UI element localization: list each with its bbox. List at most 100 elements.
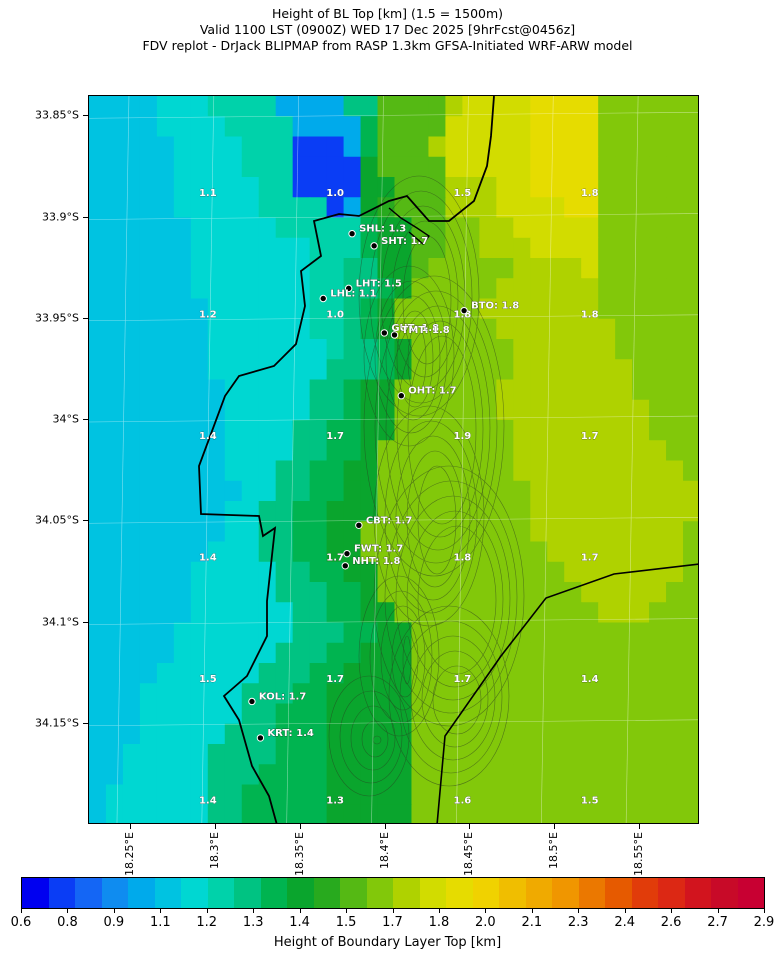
- field-cell: [428, 237, 447, 259]
- site-marker[interactable]: [319, 294, 327, 303]
- site-marker[interactable]: [380, 329, 389, 337]
- field-cell: [666, 804, 684, 823]
- field-cell: [241, 136, 260, 158]
- field-cell: [258, 764, 277, 786]
- field-cell: [683, 764, 698, 786]
- field-cell: [598, 784, 616, 806]
- field-cell: [207, 521, 226, 543]
- field-cell: [326, 521, 345, 543]
- field-cell: [139, 237, 158, 259]
- field-cell: [479, 582, 497, 603]
- field-cell: [224, 622, 243, 644]
- field-cell: [207, 784, 226, 806]
- field-cell: [462, 116, 480, 138]
- field-cell: [139, 602, 158, 624]
- field-cell: [666, 683, 684, 705]
- site-marker[interactable]: [370, 242, 378, 250]
- field-cell: [496, 177, 514, 198]
- field-cell: [105, 723, 124, 745]
- field-cell: [615, 521, 633, 543]
- field-cell: [581, 339, 599, 360]
- field-cell: [547, 96, 565, 117]
- field-cell: [258, 480, 277, 502]
- field-cell: [479, 197, 497, 219]
- field-cell: [479, 440, 497, 462]
- field-cell: [666, 96, 684, 117]
- field-cell: [683, 217, 698, 239]
- field-cell: [343, 96, 362, 117]
- field-cell: [581, 217, 599, 239]
- field-cell: [632, 197, 650, 219]
- contour-line: [374, 280, 448, 434]
- field-cell: [122, 420, 141, 441]
- field-cell: [547, 278, 565, 300]
- field-cell: [666, 116, 684, 138]
- field-cell: [377, 379, 396, 401]
- field-cell: [258, 561, 277, 583]
- field-cell: [598, 663, 616, 684]
- site-marker[interactable]: [355, 521, 363, 529]
- field-cell: [377, 663, 396, 684]
- site-marker[interactable]: [344, 284, 353, 293]
- field-cell: [275, 278, 294, 300]
- field-cell: [105, 177, 124, 198]
- field-cell: [275, 217, 294, 239]
- field-cell: [139, 298, 158, 320]
- site-marker[interactable]: [256, 734, 265, 742]
- field-cell: [241, 561, 260, 583]
- field-cell: [241, 116, 260, 138]
- field-cell: [411, 318, 430, 340]
- field-cell: [598, 602, 616, 624]
- field-cell: [666, 339, 684, 360]
- contour-line: [388, 605, 510, 787]
- field-cell: [326, 663, 345, 684]
- field-cell: [632, 561, 650, 583]
- site-marker[interactable]: [343, 549, 351, 558]
- site-marker[interactable]: [460, 306, 468, 315]
- site-label: KRT: 1.4: [267, 728, 314, 739]
- field-cell: [105, 521, 124, 543]
- field-cell: [173, 784, 192, 806]
- field-cell: [462, 501, 480, 522]
- field-cell: [411, 804, 430, 823]
- field-cell: [496, 703, 514, 725]
- site-marker[interactable]: [397, 392, 405, 400]
- field-cell: [428, 642, 447, 664]
- site-marker[interactable]: [348, 230, 356, 238]
- colorbar-tick: [21, 909, 22, 913]
- site-marker[interactable]: [390, 331, 399, 339]
- field-cell: [241, 177, 260, 198]
- field-cell: [241, 602, 260, 624]
- field-cell: [275, 642, 294, 664]
- grid-value-label: 1.0: [326, 310, 344, 321]
- field-cell: [615, 278, 633, 300]
- field-cell: [139, 217, 158, 239]
- site-marker[interactable]: [248, 697, 256, 706]
- field-cell: [513, 116, 531, 138]
- colorbar-tick: [206, 909, 208, 913]
- longitude-tick: [639, 824, 641, 829]
- field-cell: [326, 217, 345, 239]
- field-cell: [462, 521, 480, 543]
- field-cell: [173, 460, 192, 482]
- field-cell: [292, 339, 311, 360]
- grid-value-label: 1.5: [199, 674, 217, 685]
- field-cell: [241, 460, 260, 482]
- field-cell: [564, 156, 582, 178]
- field-cell: [581, 541, 599, 563]
- parallel-line: [89, 213, 698, 220]
- site-marker[interactable]: [341, 562, 349, 570]
- field-cell: [139, 582, 158, 603]
- field-cell: [309, 582, 328, 603]
- field-cell: [309, 480, 328, 502]
- field-cell: [224, 177, 243, 198]
- field-cell: [649, 440, 667, 462]
- colorbar-tick: [717, 909, 719, 913]
- field-cell: [666, 541, 684, 563]
- field-cell: [632, 501, 650, 522]
- field-cell: [428, 460, 447, 482]
- field-cell: [615, 197, 633, 219]
- field-cell: [224, 804, 243, 823]
- field-cell: [462, 460, 480, 482]
